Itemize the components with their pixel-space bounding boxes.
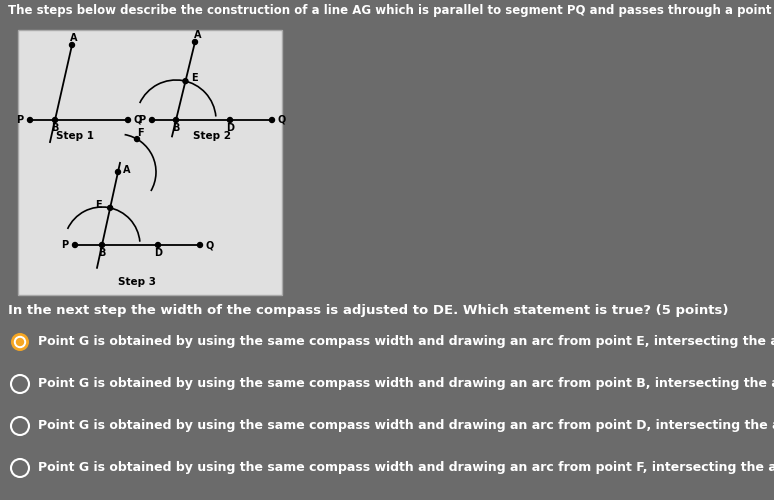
Circle shape <box>173 118 179 122</box>
Circle shape <box>156 242 160 248</box>
Circle shape <box>11 333 29 351</box>
Circle shape <box>108 206 113 210</box>
Text: Q: Q <box>277 115 286 125</box>
Text: Step 1: Step 1 <box>56 131 94 141</box>
Circle shape <box>100 242 104 248</box>
Text: Q: Q <box>133 115 141 125</box>
Text: P: P <box>138 115 145 125</box>
Circle shape <box>149 118 155 122</box>
Circle shape <box>269 118 275 122</box>
Circle shape <box>15 336 26 347</box>
Circle shape <box>197 242 203 248</box>
Text: P: P <box>61 240 68 250</box>
Text: Point G is obtained by using the same compass width and drawing an arc from poin: Point G is obtained by using the same co… <box>38 420 774 432</box>
Text: E: E <box>191 73 198 83</box>
Circle shape <box>125 118 131 122</box>
Circle shape <box>53 118 57 122</box>
Text: F: F <box>137 128 143 138</box>
Text: D: D <box>154 248 162 258</box>
Text: Point G is obtained by using the same compass width and drawing an arc from poin: Point G is obtained by using the same co… <box>38 462 774 474</box>
Text: B: B <box>98 248 106 258</box>
Circle shape <box>135 136 139 141</box>
Text: P: P <box>16 115 23 125</box>
Circle shape <box>16 338 23 345</box>
Circle shape <box>183 78 188 84</box>
Text: Q: Q <box>205 240 214 250</box>
Circle shape <box>193 40 197 44</box>
Text: Step 3: Step 3 <box>118 277 156 287</box>
Text: A: A <box>70 33 77 43</box>
Bar <box>18 30 282 295</box>
Text: Point G is obtained by using the same compass width and drawing an arc from poin: Point G is obtained by using the same co… <box>38 378 774 390</box>
Text: B: B <box>51 123 59 133</box>
Text: The steps below describe the construction of a line AG which is parallel to segm: The steps below describe the constructio… <box>8 4 774 17</box>
Circle shape <box>115 170 121 174</box>
Text: A: A <box>194 30 202 40</box>
Text: Step 2: Step 2 <box>193 131 231 141</box>
Circle shape <box>70 42 74 48</box>
Text: B: B <box>173 123 180 133</box>
Text: D: D <box>226 123 234 133</box>
Text: Point G is obtained by using the same compass width and drawing an arc from poin: Point G is obtained by using the same co… <box>38 336 774 348</box>
Circle shape <box>228 118 232 122</box>
Circle shape <box>73 242 77 248</box>
Circle shape <box>28 118 33 122</box>
Text: E: E <box>95 200 102 210</box>
Text: A: A <box>123 165 131 175</box>
Text: In the next step the width of the compass is adjusted to DE. Which statement is : In the next step the width of the compas… <box>8 304 728 317</box>
